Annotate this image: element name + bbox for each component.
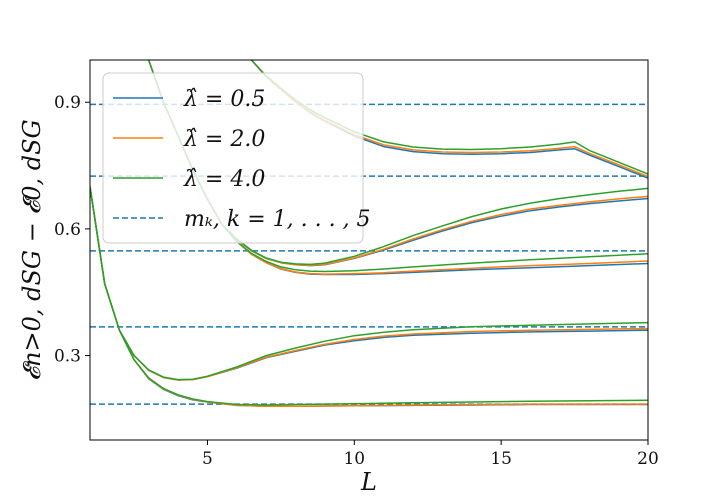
legend-label-1: λ̂ = 0.5: [183, 87, 265, 112]
series-3-curve-4: [221, 187, 648, 266]
y-tick-label: 0.3: [54, 347, 81, 367]
y-axis-label: 𝓔n>0, dSG − 𝓔0, dSG: [18, 119, 46, 380]
series-3-curve-2: [90, 186, 648, 381]
legend-label-4: mₖ, k = 1, . . . , 5: [184, 207, 371, 232]
x-axis-label: L: [360, 468, 377, 496]
y-tick-label: 0.6: [54, 220, 81, 240]
series-lines: [90, 60, 648, 407]
y-axis-ticks: 0.3 0.6 0.9: [54, 93, 90, 367]
legend: λ̂ = 0.5 λ̂ = 2.0 λ̂ = 4.0 mₖ, k = 1, . . .…: [102, 72, 371, 244]
x-tick-label: 15: [490, 449, 512, 469]
legend-label-3: λ̂ = 4.0: [183, 167, 265, 192]
x-tick-label: 20: [637, 449, 659, 469]
x-axis-ticks: 5 10 15 20: [202, 440, 659, 469]
legend-box: [102, 72, 364, 244]
x-tick-label: 5: [202, 449, 213, 469]
x-tick-label: 10: [343, 449, 365, 469]
plot-frame: [89, 59, 649, 441]
y-tick-label: 0.9: [54, 93, 81, 113]
legend-label-2: λ̂ = 2.0: [183, 127, 265, 152]
series-3-curve-1: [90, 186, 648, 406]
